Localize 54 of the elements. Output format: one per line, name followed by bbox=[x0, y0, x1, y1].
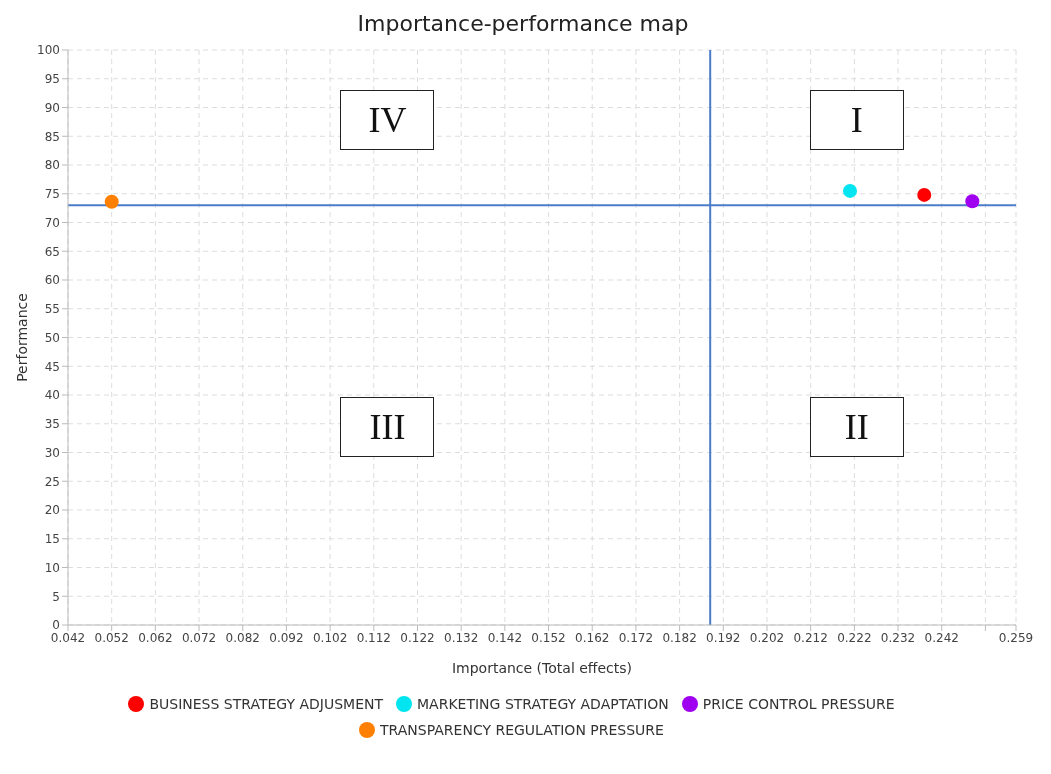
annotation: II bbox=[809, 397, 904, 458]
x-tick-label: 0.192 bbox=[706, 630, 741, 645]
x-tick-label: 0.172 bbox=[618, 630, 654, 645]
x-tick-label: 0.162 bbox=[575, 630, 610, 645]
y-tick-label: 25 bbox=[44, 474, 60, 489]
x-tick-label: 0.072 bbox=[181, 630, 217, 645]
x-tick-label: 0.152 bbox=[531, 630, 566, 645]
x-tick-label: 0.132 bbox=[444, 630, 479, 645]
y-tick-label: 40 bbox=[44, 388, 60, 403]
legend-label: BUSINESS STRATEGY ADJUSMENT bbox=[148, 695, 384, 713]
x-tick-label: 0.142 bbox=[487, 630, 523, 645]
y-tick-label: 85 bbox=[44, 129, 60, 144]
y-axis-title: Performance bbox=[13, 293, 30, 382]
y-tick-label: 90 bbox=[44, 100, 60, 115]
x-tick-label: 0.122 bbox=[400, 630, 435, 645]
y-tick-label: 75 bbox=[44, 187, 60, 202]
chart-title: Importance-performance map bbox=[356, 10, 690, 38]
x-tick-label: 0.259 bbox=[998, 630, 1034, 645]
y-tick-label: 65 bbox=[44, 244, 60, 259]
x-tick-label: 0.042 bbox=[50, 630, 86, 645]
x-tick-label: 0.202 bbox=[749, 630, 785, 645]
x-tick-label: 0.222 bbox=[837, 630, 872, 645]
y-tick-label: 35 bbox=[44, 417, 60, 432]
x-tick-label: 0.052 bbox=[94, 630, 129, 645]
x-tick-label: 0.062 bbox=[138, 630, 173, 645]
annotation: III bbox=[340, 397, 435, 458]
legend-label: MARKETING STRATEGY ADAPTATION bbox=[416, 695, 669, 713]
y-tick-label: 100 bbox=[37, 43, 60, 58]
y-tick-label: 60 bbox=[44, 273, 60, 288]
legend-label: PRICE CONTROL PRESSURE bbox=[701, 695, 895, 713]
annotation: IV bbox=[340, 90, 435, 151]
x-tick-label: 0.112 bbox=[356, 630, 391, 645]
x-tick-label: 0.102 bbox=[312, 630, 348, 645]
x-axis-title: Importance (Total effects) bbox=[451, 660, 633, 676]
y-tick-label: 95 bbox=[44, 72, 60, 87]
y-tick-label: 5 bbox=[52, 589, 60, 604]
y-tick-label: 80 bbox=[44, 158, 60, 173]
x-tick-label: 0.092 bbox=[269, 630, 304, 645]
y-tick-label: 50 bbox=[44, 330, 60, 345]
y-tick-label: 15 bbox=[44, 532, 60, 547]
x-tick-label: 0.182 bbox=[662, 630, 697, 645]
x-tick-label: 0.242 bbox=[924, 630, 959, 645]
legend-label: TRANSPARENCY REGULATION PRESSURE bbox=[379, 721, 664, 739]
annotation: I bbox=[809, 90, 904, 151]
y-tick-label: 30 bbox=[44, 445, 60, 460]
x-tick-label: 0.082 bbox=[225, 630, 260, 645]
y-tick-label: 20 bbox=[44, 503, 60, 518]
y-tick-label: 70 bbox=[44, 215, 60, 230]
x-tick-label: 0.212 bbox=[793, 630, 828, 645]
x-tick-label: 0.232 bbox=[880, 630, 916, 645]
y-tick-label: 0 bbox=[52, 618, 60, 633]
y-tick-label: 45 bbox=[44, 359, 60, 374]
y-tick-label: 10 bbox=[44, 560, 60, 575]
y-tick-label: 55 bbox=[44, 302, 60, 317]
